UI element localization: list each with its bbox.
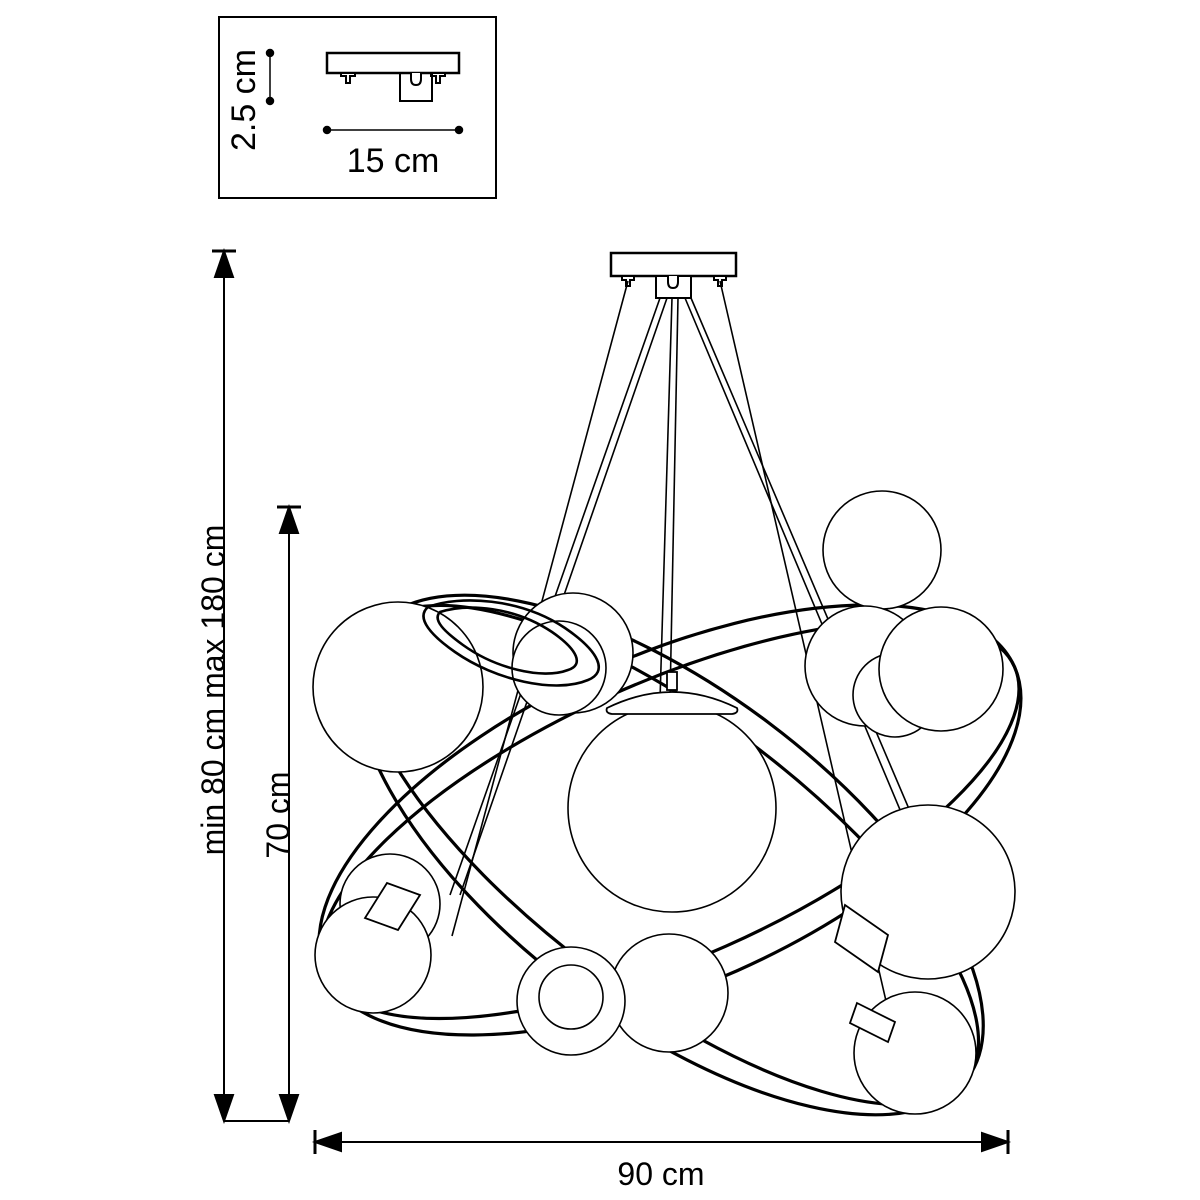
svg-text:90 cm: 90 cm <box>617 1156 704 1192</box>
svg-text:70 cm: 70 cm <box>260 771 296 858</box>
svg-text:15 cm: 15 cm <box>347 142 440 180</box>
svg-text:2.5 cm: 2.5 cm <box>225 49 263 151</box>
svg-text:min 80 cm max 180 cm: min 80 cm max 180 cm <box>195 525 231 856</box>
